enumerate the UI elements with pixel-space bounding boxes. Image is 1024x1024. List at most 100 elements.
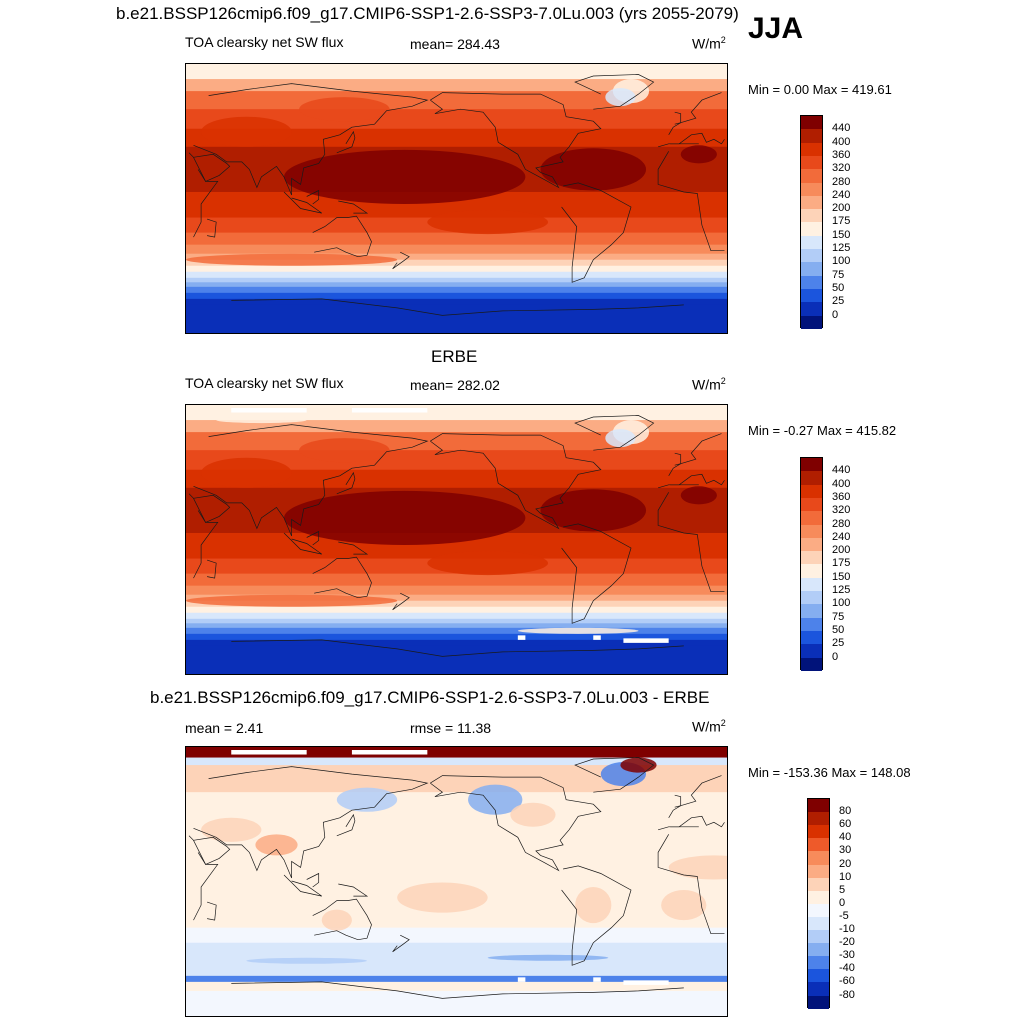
coastline bbox=[430, 433, 602, 530]
colorbar-tick-label: 50 bbox=[832, 623, 845, 636]
coastline bbox=[206, 901, 217, 921]
colorbar-swatch bbox=[808, 799, 829, 813]
coastline bbox=[283, 874, 323, 897]
coastline bbox=[306, 530, 320, 546]
lat-band bbox=[186, 927, 727, 944]
colorbar-box bbox=[800, 457, 823, 672]
colorbar-swatch bbox=[801, 497, 822, 512]
field-anomaly bbox=[201, 817, 262, 842]
colorbar-swatch bbox=[801, 249, 822, 263]
missing-data bbox=[517, 635, 526, 640]
colorbar-swatch bbox=[808, 969, 829, 983]
colorbar-tick-label: 320 bbox=[832, 162, 851, 175]
coastline bbox=[338, 200, 369, 214]
colorbar-swatch bbox=[801, 169, 822, 183]
missing-data bbox=[623, 638, 669, 643]
colorbar-swatch bbox=[801, 195, 822, 210]
colorbar-tick-label: -10 bbox=[839, 923, 855, 935]
colorbar-tick-label: 280 bbox=[832, 175, 851, 188]
colorbar-swatch bbox=[801, 551, 822, 565]
colorbar-tick-label: -40 bbox=[839, 962, 855, 975]
colorbar-tick-label: 75 bbox=[832, 268, 845, 281]
field-anomaly bbox=[284, 149, 526, 205]
lat-band bbox=[186, 618, 727, 624]
field-anomaly bbox=[680, 486, 717, 505]
lat-band bbox=[186, 253, 727, 261]
colorbar-tick-label: 0 bbox=[839, 896, 846, 909]
colorbar-swatch bbox=[808, 890, 829, 905]
field-anomaly bbox=[487, 954, 609, 961]
panel1-title: b.e21.BSSP126cmip6.f09_g17.CMIP6-SSP1-2.… bbox=[116, 4, 739, 23]
colorbar-tick-label: 100 bbox=[832, 597, 851, 610]
colorbar-tick-label: 100 bbox=[832, 255, 851, 268]
colorbar-swatch bbox=[801, 302, 822, 316]
coastline bbox=[231, 298, 684, 316]
coastline bbox=[561, 523, 632, 624]
coastline bbox=[336, 471, 356, 495]
colorbar-swatch bbox=[801, 484, 822, 499]
coastline bbox=[338, 883, 369, 897]
colorbar-swatch bbox=[801, 235, 822, 250]
missing-data bbox=[623, 980, 669, 985]
field-anomaly bbox=[397, 882, 488, 913]
field-anomaly bbox=[246, 957, 367, 964]
lat-band bbox=[186, 747, 727, 759]
colorbar-tick-label: 125 bbox=[832, 584, 851, 596]
colorbar-swatch bbox=[808, 995, 829, 1010]
colorbar-tick-label: 320 bbox=[832, 504, 851, 517]
colorbar-swatch bbox=[808, 930, 829, 944]
panel3-minmax: Min = -153.36 Max = 148.08 bbox=[748, 765, 911, 780]
colorbar-tick-label: 400 bbox=[832, 477, 851, 490]
field-anomaly bbox=[186, 594, 398, 607]
colorbar-tick-label: -5 bbox=[839, 909, 849, 922]
field-anomaly bbox=[336, 787, 398, 812]
field-anomaly bbox=[427, 210, 548, 235]
colorbar-swatch bbox=[801, 630, 822, 645]
panel2-units: W/m2 bbox=[692, 376, 726, 393]
field-anomaly bbox=[661, 890, 707, 921]
coastline bbox=[392, 934, 410, 953]
colorbar-tick-label: 50 bbox=[832, 281, 845, 294]
colorbar-tick-label: -30 bbox=[839, 949, 855, 962]
coastline bbox=[657, 492, 725, 593]
field-anomaly bbox=[186, 253, 398, 266]
colorbar-swatch bbox=[801, 577, 822, 592]
colorbar-tick-label: 175 bbox=[832, 215, 851, 228]
lat-band bbox=[186, 606, 727, 614]
lat-band bbox=[186, 304, 727, 333]
lat-band bbox=[186, 64, 727, 80]
coastline bbox=[193, 836, 231, 865]
missing-data bbox=[593, 635, 601, 640]
coastline bbox=[674, 794, 682, 808]
lat-band bbox=[186, 573, 727, 587]
colorbar-swatch bbox=[801, 315, 822, 330]
colorbar-tick-label: 440 bbox=[832, 464, 851, 477]
colorbar-swatch bbox=[801, 209, 822, 223]
coastline bbox=[670, 473, 725, 486]
lat-band bbox=[186, 975, 727, 983]
field-anomaly bbox=[540, 489, 647, 532]
coastline bbox=[561, 865, 632, 966]
panel3-rmse-label: rmse = 11.38 bbox=[410, 720, 492, 736]
colorbar-tick-label: -60 bbox=[839, 975, 855, 988]
field-anomaly bbox=[605, 429, 636, 448]
colorbar-swatch bbox=[808, 956, 829, 970]
coastline bbox=[668, 433, 722, 476]
lat-band bbox=[186, 623, 727, 629]
colorbar-tick-label: 10 bbox=[839, 870, 852, 883]
field-anomaly bbox=[510, 802, 556, 827]
colorbar-tick-label: 440 bbox=[832, 122, 851, 135]
colorbar-swatch bbox=[801, 155, 822, 170]
lat-band bbox=[186, 965, 727, 977]
missing-data bbox=[351, 408, 428, 413]
colorbar-swatch bbox=[801, 537, 822, 552]
colorbar-swatch bbox=[801, 644, 822, 658]
coastline bbox=[668, 92, 722, 135]
colorbar-tick-label: 0 bbox=[832, 308, 839, 321]
coastline bbox=[430, 92, 602, 189]
colorbar-tick-label: 175 bbox=[832, 557, 851, 570]
coastline bbox=[668, 775, 722, 818]
field-anomaly bbox=[201, 457, 292, 488]
colorbar-tick-label: 75 bbox=[832, 610, 845, 623]
coastline bbox=[392, 251, 410, 270]
